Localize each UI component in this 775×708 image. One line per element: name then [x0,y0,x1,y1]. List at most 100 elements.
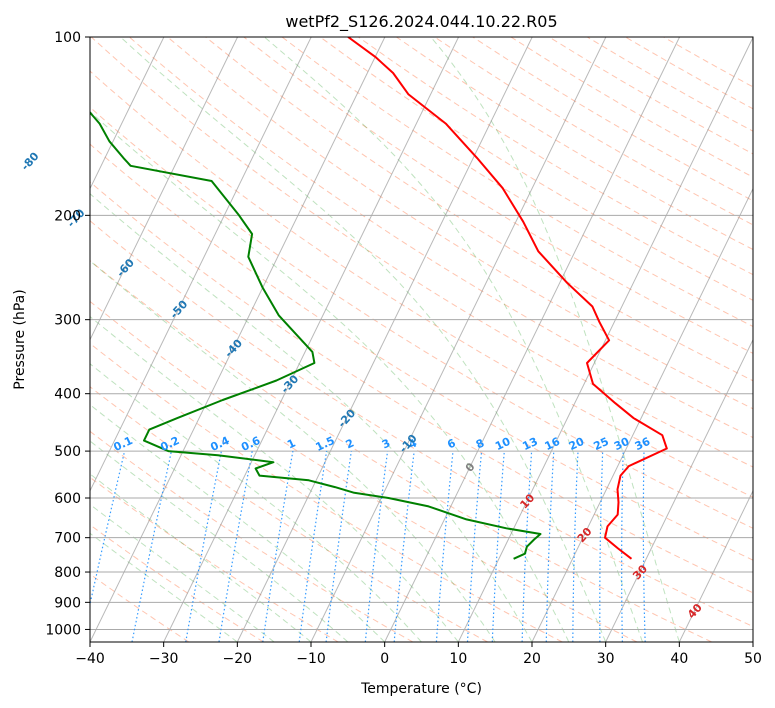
x-tick-label: −40 [75,651,105,667]
x-tick-label: 30 [597,651,615,667]
y-tick-label: 200 [54,208,81,224]
isotherm-line [457,37,753,642]
moist-adiabat-line [264,37,643,642]
dry-adiabat-line [90,220,753,628]
chart-title: wetPf2_S126.2024.044.10.22.R05 [285,12,557,32]
mixing-ratio-line [364,451,389,642]
x-tick-label: 0 [380,651,389,667]
x-tick-label: −30 [149,651,179,667]
dry-adiabat-label: -60 [114,256,137,280]
dry-adiabat-line [205,37,753,382]
dry-adiabat-label: -50 [167,298,190,322]
dry-adiabat-label: -40 [222,336,245,360]
moist-adiabat-line [90,363,422,642]
mixing-ratio-line [325,451,352,642]
mixing-ratio-label: 30 [612,435,632,453]
temperature-profile-line [347,37,668,560]
isotherm-line [678,489,753,642]
dry-adiabat-label: 30 [630,562,650,582]
dry-adiabat-line [90,524,264,642]
dry-adiabat-line [358,37,753,276]
mixing-ratio-line [491,451,505,642]
mixing-ratio-line [642,451,646,642]
dry-adiabat-line [90,300,638,642]
mixing-ratio-label: 25 [592,435,611,453]
dry-adiabat-line [548,37,753,155]
dry-adiabat-line [128,37,753,439]
moist-adiabat-line [90,404,386,642]
dry-adiabat-line [167,37,753,410]
y-tick-label: 300 [54,313,81,329]
dry-adiabat-line [663,37,753,88]
x-tick-label: 20 [523,651,541,667]
mixing-ratio-label: 16 [543,435,563,453]
isotherm-line [310,37,607,642]
mixing-ratio-label: 10 [493,435,513,453]
dry-adiabat-label: 10 [517,491,537,511]
y-tick-label: 500 [54,444,81,460]
y-axis-ticks: 100 200 300 400 500 600 700 800 900 1000 [45,30,90,638]
mixing-ratio-label: 2 [344,436,356,451]
y-tick-label: 900 [54,595,81,611]
x-axis-ticks: −40 −30 −20 −10 0 10 20 30 40 50 [75,642,762,667]
mixing-ratio-line [393,451,415,642]
isotherm-line [236,37,533,642]
x-tick-label: 40 [670,651,688,667]
moist-adiabat-line [430,37,680,642]
isotherm-line [605,338,753,642]
dry-adiabat-line [396,37,753,251]
mixing-ratio-line [218,450,253,642]
mixing-ratio-label: 13 [520,435,539,453]
mixing-ratio-line [262,450,294,642]
mixing-ratio-line [131,450,172,642]
dry-adiabat-line [90,70,753,498]
x-axis-label: Temperature (°C) [360,681,482,697]
mixing-ratio-line [599,451,604,642]
isotherm-line [384,37,681,642]
moist-adiabat-line [120,37,607,642]
dry-adiabat-line [90,143,753,561]
dry-adiabat-label: -30 [278,372,301,396]
mixing-ratio-line [435,451,454,642]
dry-adiabat-line [281,37,753,328]
dry-adiabat-label: 40 [685,601,705,621]
x-tick-label: 50 [744,651,762,667]
dry-adiabat-line [90,476,339,642]
plot-area [90,37,753,642]
y-tick-label: 1000 [45,622,81,638]
moist-adiabat-line [90,473,312,642]
x-tick-label: 10 [449,651,467,667]
x-tick-label: −20 [223,651,253,667]
y-tick-label: 400 [54,387,81,403]
dry-adiabat-line [90,342,563,642]
moist-adiabat-line [90,440,349,642]
moist-adiabat-line [90,260,496,642]
isotherm-line [531,187,753,642]
y-axis-label: Pressure (hPa) [12,289,28,389]
mixing-ratio-line [90,450,126,608]
y-tick-label: 100 [54,30,81,46]
dry-adiabat-line [319,37,753,301]
isotherm-line [90,37,386,642]
dry-adiabat-label: -80 [19,149,42,173]
moist-adiabat-line [90,193,533,642]
mixing-ratio-label: 20 [567,435,587,453]
dry-adiabat-line [243,37,753,354]
mixing-ratio-line [621,451,624,642]
mixing-ratio-label: 3 [380,436,392,451]
dry-adiabat-line [90,106,753,529]
moist-adiabat-line [90,315,459,642]
plot-frame [89,36,754,643]
dry-adiabat-line [90,430,414,642]
dry-adiabat-line [90,386,488,642]
dry-adiabat-label: -10 [397,432,420,456]
mixing-ratio-line [466,451,483,642]
dry-adiabat-line [90,259,712,642]
y-tick-label: 600 [54,491,81,507]
dry-adiabat-line [472,37,753,202]
moist-adiabat-line [90,110,570,642]
isotherm-line [163,37,460,642]
y-tick-label: 800 [54,565,81,581]
y-tick-label: 700 [54,531,81,547]
